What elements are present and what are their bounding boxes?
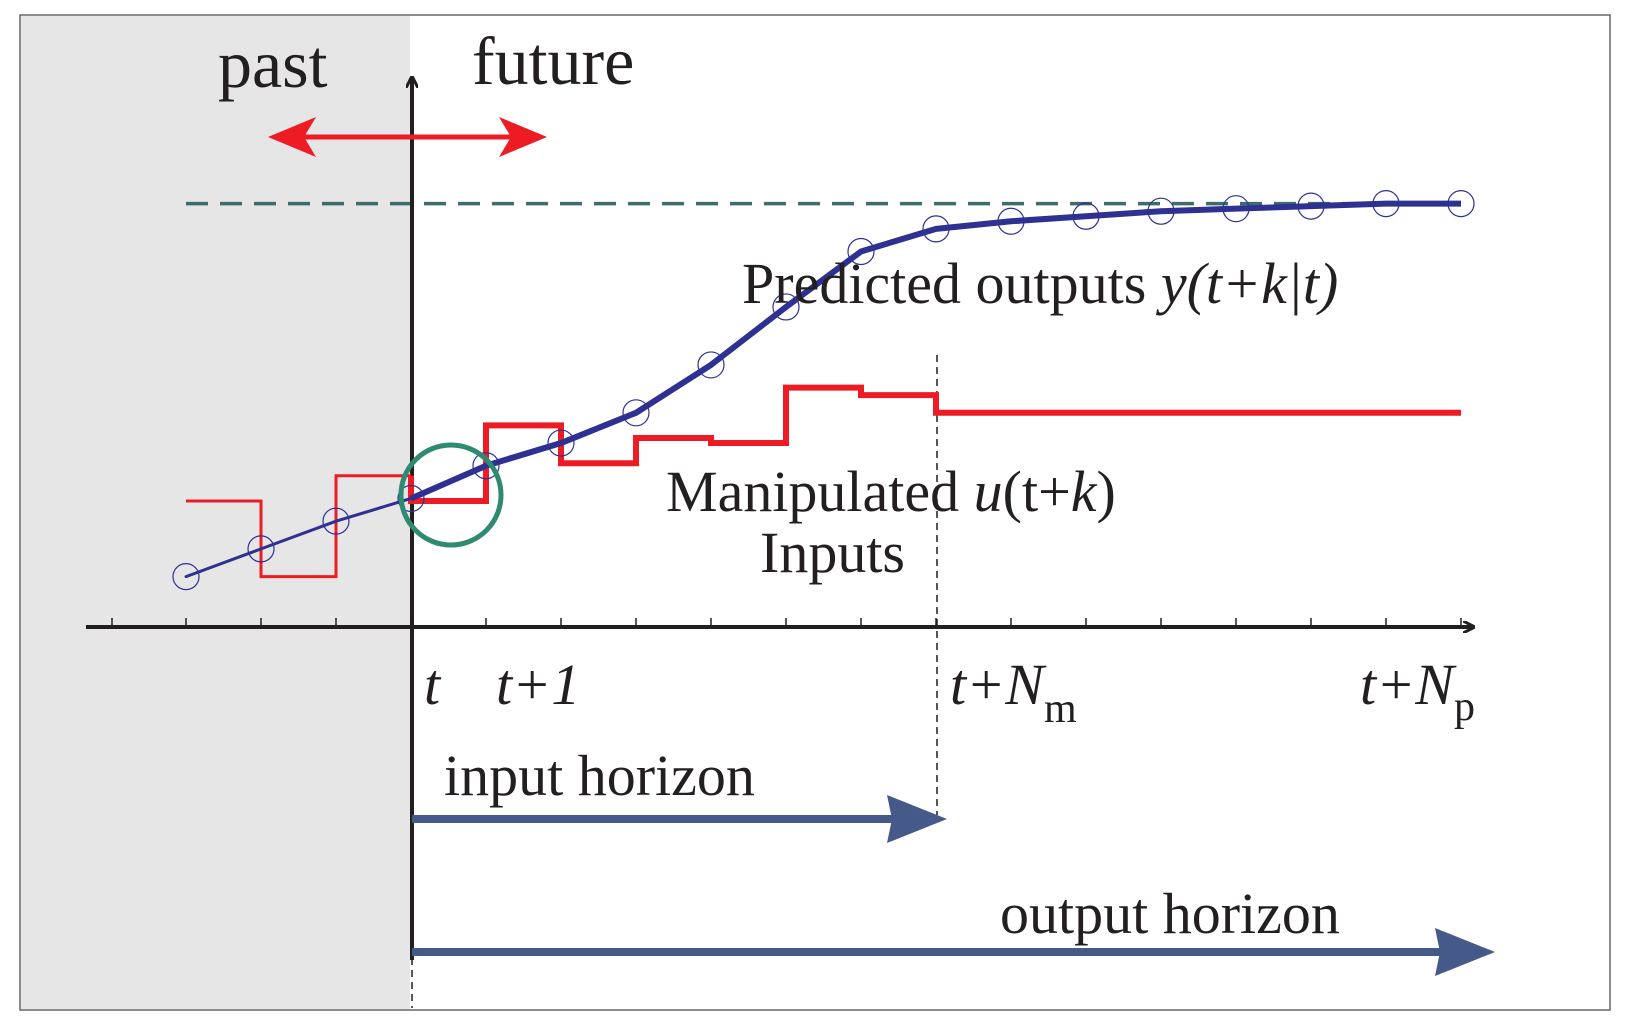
predicted-output-marker <box>1297 192 1325 220</box>
predicted-output-marker <box>472 452 500 480</box>
predicted-output-marker <box>1147 197 1175 225</box>
predicted-output-line <box>184 496 413 579</box>
time-axis-ticks <box>111 618 1462 627</box>
future-label: future <box>472 23 634 99</box>
tick-label-t: t <box>424 652 442 717</box>
manipulated-input-line <box>186 474 411 579</box>
output-horizon-label: output horizon <box>1000 881 1340 946</box>
inputs-label: Inputs <box>760 520 905 585</box>
predicted-output-marker <box>772 293 800 321</box>
manipulated-input-future-line <box>408 384 1461 504</box>
output-horizon-arrow <box>412 928 1495 976</box>
past-future-arrow <box>268 117 547 157</box>
past-region <box>21 16 410 1009</box>
predicted-output-marker <box>922 215 950 243</box>
past-label: past <box>218 26 328 102</box>
predicted-output-marker <box>1222 195 1250 223</box>
tick-label-t-plus-np: t+Np <box>1360 652 1475 730</box>
manipulated-label: Manipulated u(t+k) <box>666 459 1116 524</box>
predicted-output-marker <box>547 429 575 457</box>
predicted-outputs-label: Predicted outputs y(t+k|t) <box>742 251 1338 316</box>
tick-label-t-plus-1: t+1 <box>496 652 580 717</box>
predicted-output-marker <box>247 535 275 563</box>
predicted-output-marker <box>1447 190 1475 218</box>
predicted-output-future-line <box>409 200 1461 502</box>
tick-label-t-plus-nm: t+Nm <box>950 652 1077 732</box>
predicted-output-marker <box>1372 190 1400 218</box>
predicted-output-marker <box>397 484 425 513</box>
highlight-circle <box>398 442 504 548</box>
predicted-output-marker <box>322 507 350 535</box>
predicted-output-marker <box>997 207 1025 235</box>
predicted-output-marker <box>172 562 200 591</box>
input-horizon-arrow <box>412 795 947 843</box>
predicted-output-marker <box>847 237 875 266</box>
predicted-output-marker <box>1072 202 1100 230</box>
input-horizon-label: input horizon <box>444 743 755 808</box>
predicted-output-marker <box>622 399 650 427</box>
predicted-output-markers <box>172 190 1475 591</box>
predicted-output-marker <box>697 351 725 379</box>
